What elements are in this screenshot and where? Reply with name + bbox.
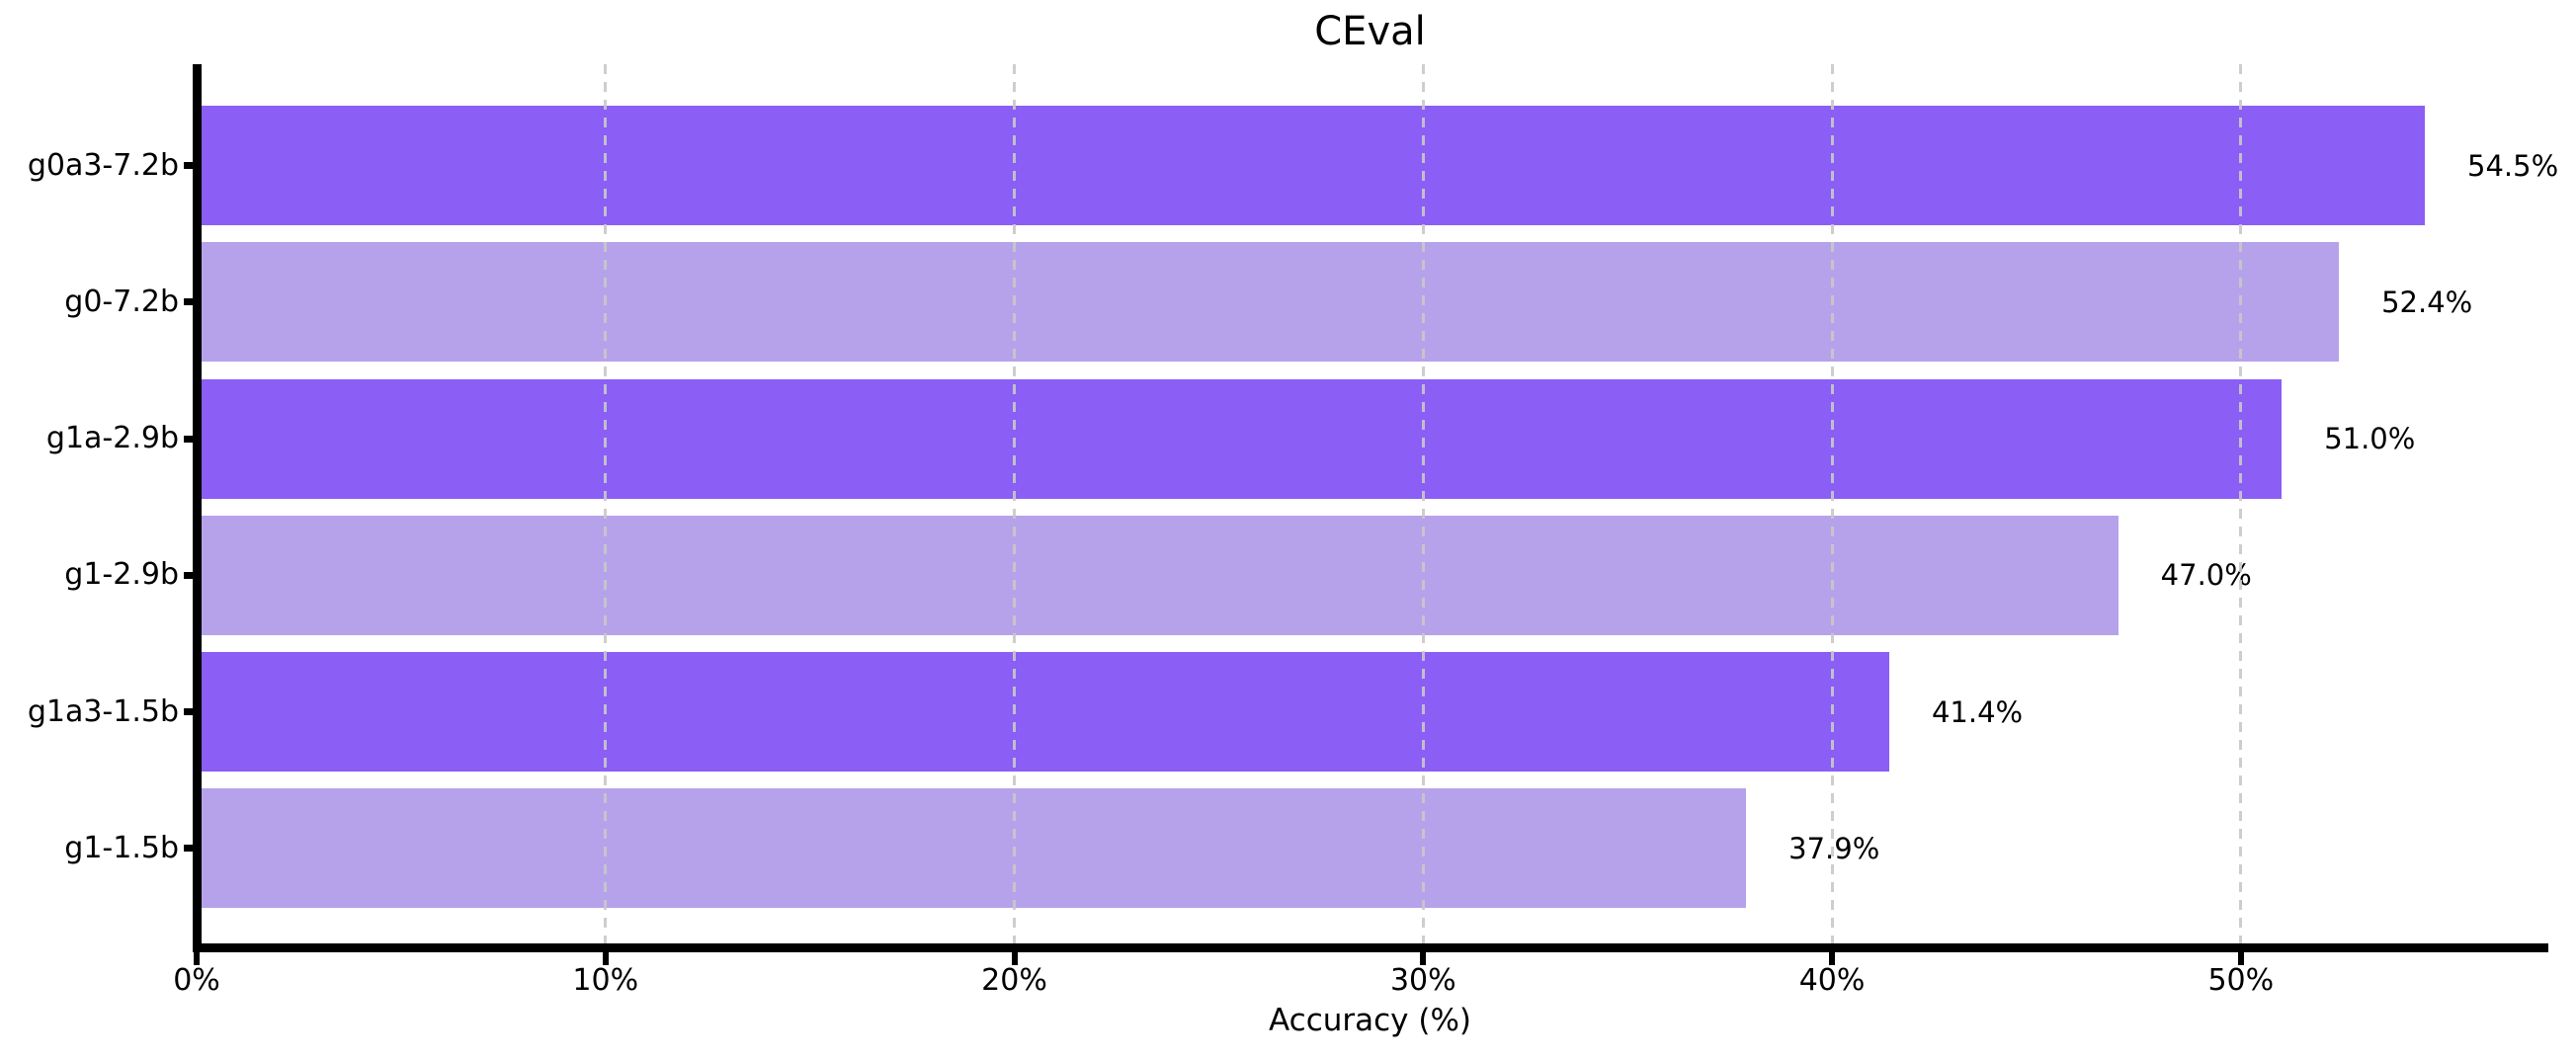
bar-value-label: 51.0% <box>2324 422 2416 455</box>
chart-title: CEval <box>1314 9 1426 54</box>
x-tick-label: 10% <box>572 963 639 998</box>
x-tick-mark <box>2237 951 2244 965</box>
bar-g1-2.9b <box>197 515 2119 635</box>
x-tick-label: 30% <box>1389 963 1456 998</box>
y-category-label: g1a-2.9b <box>45 421 179 455</box>
y-category-label: g0a3-7.2b <box>27 147 179 183</box>
x-tick-mark <box>1011 951 1018 965</box>
gridline-40% <box>1830 64 1834 947</box>
x-tick-label: 50% <box>2207 963 2275 998</box>
y-tick-mark <box>184 708 197 715</box>
bar-g0a3-7.2b <box>197 106 2425 225</box>
x-tick-label: 40% <box>1798 963 1866 998</box>
gridline-30% <box>1421 64 1425 947</box>
y-tick-mark <box>184 845 197 853</box>
gridline-50% <box>2239 64 2243 947</box>
y-category-label: g0-7.2b <box>64 284 179 319</box>
plot-area <box>192 64 2548 965</box>
x-tick-mark <box>1829 951 1836 965</box>
y-category-label: g1-2.9b <box>64 557 179 593</box>
x-axis-title: Accuracy (%) <box>1268 1003 1472 1038</box>
y-tick-mark <box>184 162 197 169</box>
x-tick-mark <box>602 951 609 965</box>
bar-value-label: 54.5% <box>2467 148 2559 183</box>
y-tick-mark <box>184 298 197 306</box>
y-tick-mark <box>184 435 197 443</box>
bar-value-label: 52.4% <box>2381 285 2473 319</box>
x-tick-label: 0% <box>173 963 220 998</box>
bar-g1a-2.9b <box>197 378 2283 499</box>
y-tick-mark <box>184 571 197 579</box>
y-category-label: g1-1.5b <box>64 830 179 865</box>
bar-g1-1.5b <box>197 788 1747 909</box>
x-tick-mark <box>194 951 200 965</box>
y-axis-spine <box>192 64 202 952</box>
bar-value-label: 41.4% <box>1931 694 2024 729</box>
y-category-label: g1a3-1.5b <box>27 693 179 729</box>
x-tick-mark <box>1420 951 1427 965</box>
x-tick-label: 20% <box>981 963 1047 998</box>
gridline-20% <box>1013 64 1017 947</box>
bar-value-label: 47.0% <box>2160 558 2252 593</box>
bar-g0-7.2b <box>197 242 2340 363</box>
bar-g1a3-1.5b <box>197 652 1889 772</box>
gridline-10% <box>604 64 608 947</box>
x-axis-spine <box>192 942 2548 952</box>
bar-value-label: 37.9% <box>1788 831 1880 865</box>
